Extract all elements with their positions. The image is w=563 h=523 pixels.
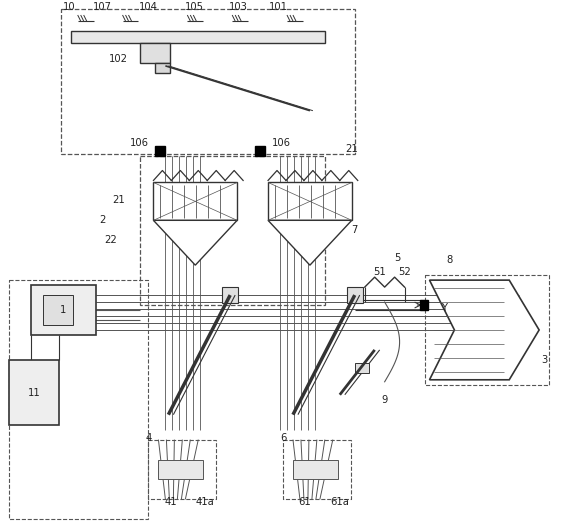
Text: 6: 6 bbox=[280, 433, 286, 442]
Text: 107: 107 bbox=[93, 2, 112, 12]
Bar bbox=[141, 43, 171, 63]
Text: 8: 8 bbox=[446, 255, 453, 265]
Polygon shape bbox=[154, 220, 237, 265]
Text: 61a: 61a bbox=[330, 497, 349, 507]
Bar bbox=[158, 460, 203, 480]
Text: 102: 102 bbox=[109, 54, 128, 64]
Text: 5: 5 bbox=[395, 253, 401, 263]
Text: 7: 7 bbox=[351, 225, 358, 235]
Bar bbox=[347, 287, 363, 303]
Bar bbox=[141, 155, 325, 305]
Bar bbox=[293, 460, 338, 480]
Text: 52: 52 bbox=[398, 267, 411, 277]
Bar bbox=[255, 145, 265, 155]
Text: 11: 11 bbox=[28, 388, 40, 398]
Bar bbox=[222, 287, 238, 303]
Text: 4: 4 bbox=[145, 433, 151, 442]
Text: 2: 2 bbox=[100, 215, 106, 225]
Bar bbox=[355, 363, 369, 373]
Text: 9: 9 bbox=[382, 395, 388, 405]
Bar bbox=[149, 440, 216, 499]
Text: 101: 101 bbox=[269, 2, 288, 12]
Bar bbox=[43, 295, 73, 325]
Text: 3: 3 bbox=[541, 355, 547, 365]
Bar bbox=[71, 31, 325, 43]
Bar bbox=[425, 275, 549, 385]
Text: 1: 1 bbox=[60, 305, 66, 315]
Bar bbox=[9, 360, 59, 425]
Bar bbox=[268, 183, 352, 220]
Text: 103: 103 bbox=[229, 2, 248, 12]
Text: 21: 21 bbox=[112, 196, 125, 206]
Bar bbox=[283, 440, 351, 499]
Polygon shape bbox=[430, 280, 539, 380]
Bar bbox=[155, 63, 171, 73]
Bar bbox=[419, 300, 427, 310]
Text: 41a: 41a bbox=[196, 497, 215, 507]
Bar bbox=[61, 9, 355, 154]
Text: 41: 41 bbox=[164, 497, 177, 507]
Text: Y: Y bbox=[441, 303, 448, 313]
Text: 106: 106 bbox=[272, 138, 291, 147]
Text: 61: 61 bbox=[298, 497, 311, 507]
Bar bbox=[154, 183, 237, 220]
Text: 22: 22 bbox=[104, 235, 117, 245]
Text: 21: 21 bbox=[345, 144, 358, 154]
Polygon shape bbox=[268, 220, 352, 265]
Text: 51: 51 bbox=[373, 267, 386, 277]
Bar bbox=[155, 145, 166, 155]
Text: 104: 104 bbox=[139, 2, 158, 12]
Text: 105: 105 bbox=[185, 2, 204, 12]
Bar bbox=[9, 280, 149, 519]
Bar bbox=[31, 285, 96, 335]
Text: 106: 106 bbox=[129, 138, 149, 147]
Text: 10: 10 bbox=[62, 2, 75, 12]
